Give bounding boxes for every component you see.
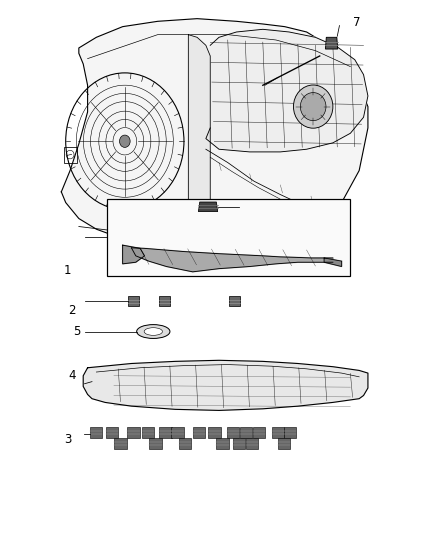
- Polygon shape: [83, 360, 368, 410]
- Polygon shape: [193, 427, 205, 438]
- Polygon shape: [179, 438, 191, 449]
- Text: 3: 3: [64, 433, 71, 446]
- Polygon shape: [127, 427, 140, 438]
- Text: 1: 1: [64, 264, 72, 277]
- Polygon shape: [272, 427, 284, 438]
- Polygon shape: [208, 427, 221, 438]
- Polygon shape: [216, 438, 229, 449]
- Polygon shape: [61, 19, 368, 240]
- Polygon shape: [114, 438, 127, 449]
- Polygon shape: [171, 427, 184, 438]
- Text: 5: 5: [73, 325, 80, 338]
- Polygon shape: [229, 296, 240, 306]
- Polygon shape: [325, 37, 338, 49]
- Polygon shape: [206, 29, 368, 152]
- Polygon shape: [159, 427, 172, 438]
- Polygon shape: [233, 438, 245, 449]
- Polygon shape: [106, 427, 118, 438]
- Polygon shape: [123, 245, 145, 264]
- Polygon shape: [227, 427, 239, 438]
- Bar: [107, 199, 350, 276]
- Polygon shape: [128, 296, 139, 306]
- Polygon shape: [324, 258, 342, 266]
- Text: 4: 4: [68, 369, 76, 382]
- Polygon shape: [131, 248, 333, 272]
- Polygon shape: [253, 427, 265, 438]
- Polygon shape: [149, 438, 162, 449]
- Polygon shape: [188, 35, 210, 227]
- Polygon shape: [240, 427, 252, 438]
- Polygon shape: [284, 427, 296, 438]
- Polygon shape: [142, 427, 154, 438]
- Polygon shape: [246, 438, 258, 449]
- Text: 7: 7: [353, 16, 361, 29]
- Ellipse shape: [144, 328, 162, 335]
- Text: 2: 2: [68, 304, 76, 317]
- Ellipse shape: [300, 93, 326, 120]
- Ellipse shape: [293, 85, 333, 128]
- Polygon shape: [90, 427, 102, 438]
- Polygon shape: [159, 296, 170, 306]
- Polygon shape: [198, 202, 218, 212]
- Polygon shape: [278, 438, 290, 449]
- Ellipse shape: [137, 325, 170, 338]
- Ellipse shape: [120, 135, 130, 148]
- Text: 6: 6: [279, 240, 286, 253]
